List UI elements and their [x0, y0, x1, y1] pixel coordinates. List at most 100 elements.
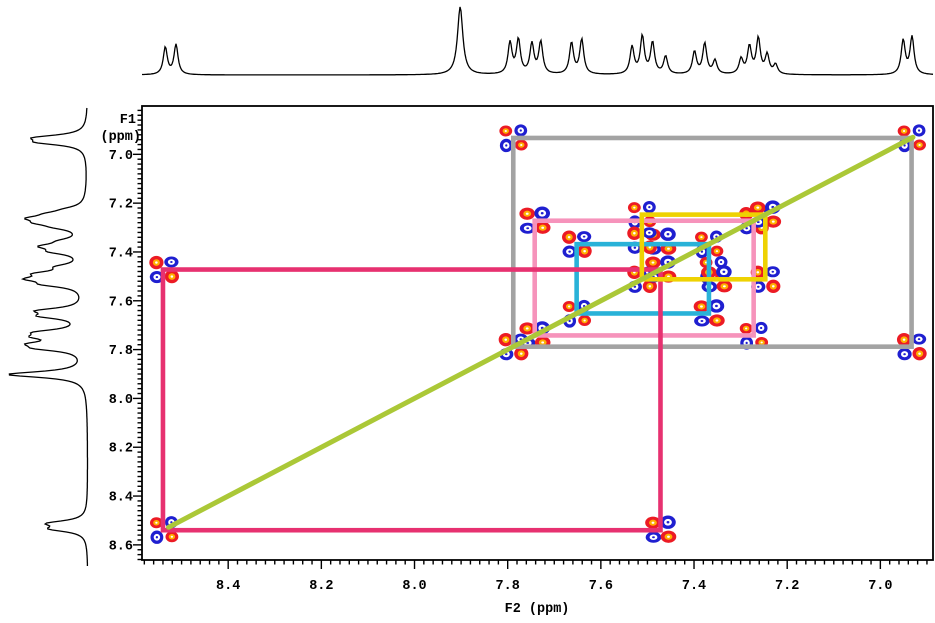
contour-core-dot	[648, 231, 651, 234]
top-1d-trace-path	[142, 6, 934, 76]
contour-cluster	[562, 230, 592, 258]
correlation-boxes	[160, 135, 914, 533]
contour-core-dot	[583, 319, 586, 322]
diagonal-autocorrelation-line	[166, 134, 916, 530]
contour-core-dot	[700, 319, 704, 322]
contour-core-dot	[648, 246, 652, 249]
f1-axis-label: F1	[120, 113, 136, 128]
contour-core-dot	[568, 250, 571, 253]
contour-core-dot	[633, 246, 637, 249]
contour-core-dot	[519, 352, 523, 355]
contour-core-dot	[519, 129, 522, 132]
contour-core-dot	[504, 338, 508, 341]
contour-core-dot	[917, 338, 921, 341]
contour-core-dot	[155, 536, 159, 539]
contour-core-dot	[567, 305, 571, 308]
y-axis-tick-labels: 7.0 7.2 7.4 7.6 7.8 8.0 8.2 8.4 8.6	[109, 149, 133, 555]
y-tick-label: 7.6	[109, 295, 133, 310]
f1-axis-unit-label: (ppm)	[100, 130, 141, 145]
contour-core-dot	[700, 236, 703, 239]
contour-core-dot	[651, 521, 655, 524]
x-tick-label: 8.4	[216, 579, 240, 594]
contour-core-dot	[170, 261, 173, 264]
contour-core-dot	[918, 143, 921, 146]
contour-core-dot	[918, 352, 921, 355]
contour-core-dot	[756, 221, 760, 224]
contour-core-dot	[582, 235, 586, 238]
contour-core-dot	[648, 285, 652, 288]
contour-core-dot	[902, 129, 906, 132]
contour-cluster	[645, 515, 677, 543]
correlation-box-magenta	[160, 267, 663, 533]
contour-cluster	[149, 255, 179, 284]
contour-core-dot	[567, 235, 571, 239]
contour-cluster	[499, 124, 528, 153]
correlation-box-gray	[510, 135, 914, 349]
x-tick-label: 7.4	[682, 579, 706, 594]
contour-core-dot	[744, 327, 748, 330]
contour-core-dot	[170, 535, 174, 538]
contour-core-dot	[722, 270, 726, 274]
x-axis-tick-labels: 8.4 8.2 8.0 7.8 7.6 7.4 7.2 7.0	[216, 579, 892, 594]
contour-core-dot	[700, 250, 704, 253]
plot-border	[141, 105, 934, 561]
x-tick-label: 7.2	[775, 579, 799, 594]
contour-core-dot	[505, 144, 508, 147]
contour-core-dot	[648, 206, 651, 209]
contour-core-dot	[526, 227, 530, 230]
left-1d-trace-path	[8, 107, 89, 566]
top-1d-trace	[142, 6, 934, 76]
contour-core-dot	[633, 232, 636, 235]
contour-core-dot	[633, 285, 637, 288]
x-tick-label: 7.8	[496, 579, 520, 594]
x-axis-ticks	[143, 560, 928, 569]
left-1d-trace	[8, 107, 89, 566]
contour-core-dot	[541, 341, 545, 344]
contour-core-dot	[504, 129, 507, 132]
contour-core-dot	[525, 327, 529, 330]
contour-core-dot	[568, 319, 571, 323]
contour-core-dot	[722, 285, 726, 288]
y-axis-ticks	[133, 109, 142, 561]
contour-core-dot	[771, 220, 775, 223]
y-tick-label: 8.2	[109, 442, 133, 457]
contour-core-dot	[504, 353, 508, 356]
contour-core-dot	[760, 341, 763, 344]
contour-core-dot	[583, 249, 586, 253]
x-tick-label: 8.0	[402, 579, 426, 594]
x-tick-label: 8.2	[309, 579, 333, 594]
contour-core-dot	[666, 521, 670, 524]
contour-core-dot	[756, 271, 760, 274]
x-tick-label: 7.6	[589, 579, 613, 594]
f2-axis-label: F2 (ppm)	[505, 602, 570, 617]
contour-core-dot	[903, 144, 906, 147]
y-tick-label: 8.6	[109, 539, 133, 554]
contour-core-dot	[715, 250, 719, 253]
contour-core-dot	[719, 260, 723, 264]
contour-core-dot	[772, 285, 775, 288]
y-tick-label: 7.4	[109, 246, 133, 261]
contour-core-dot	[666, 233, 670, 236]
y-tick-label: 7.8	[109, 344, 133, 359]
contour-core-dot	[917, 129, 921, 132]
x-tick-label: 7.0	[868, 579, 892, 594]
contour-core-dot	[667, 535, 670, 538]
contour-core-dot	[756, 206, 760, 209]
y-tick-label: 8.0	[109, 393, 133, 408]
contour-core-dot	[902, 338, 906, 341]
contour-core-dot	[633, 206, 636, 209]
y-tick-label: 7.0	[109, 149, 133, 164]
contour-core-dot	[525, 212, 529, 215]
contour-core-dot	[651, 261, 655, 264]
contour-core-dot	[667, 247, 670, 250]
contour-core-dot	[540, 212, 544, 215]
contour-core-dot	[170, 275, 174, 278]
diagonal-line-group	[166, 134, 916, 530]
plot-frame	[141, 105, 934, 561]
contour-core-dot	[757, 285, 760, 288]
contour-cluster	[701, 265, 733, 293]
contour-core-dot	[155, 521, 158, 524]
contour-core-dot	[700, 305, 703, 308]
contour-core-dot	[155, 261, 158, 264]
